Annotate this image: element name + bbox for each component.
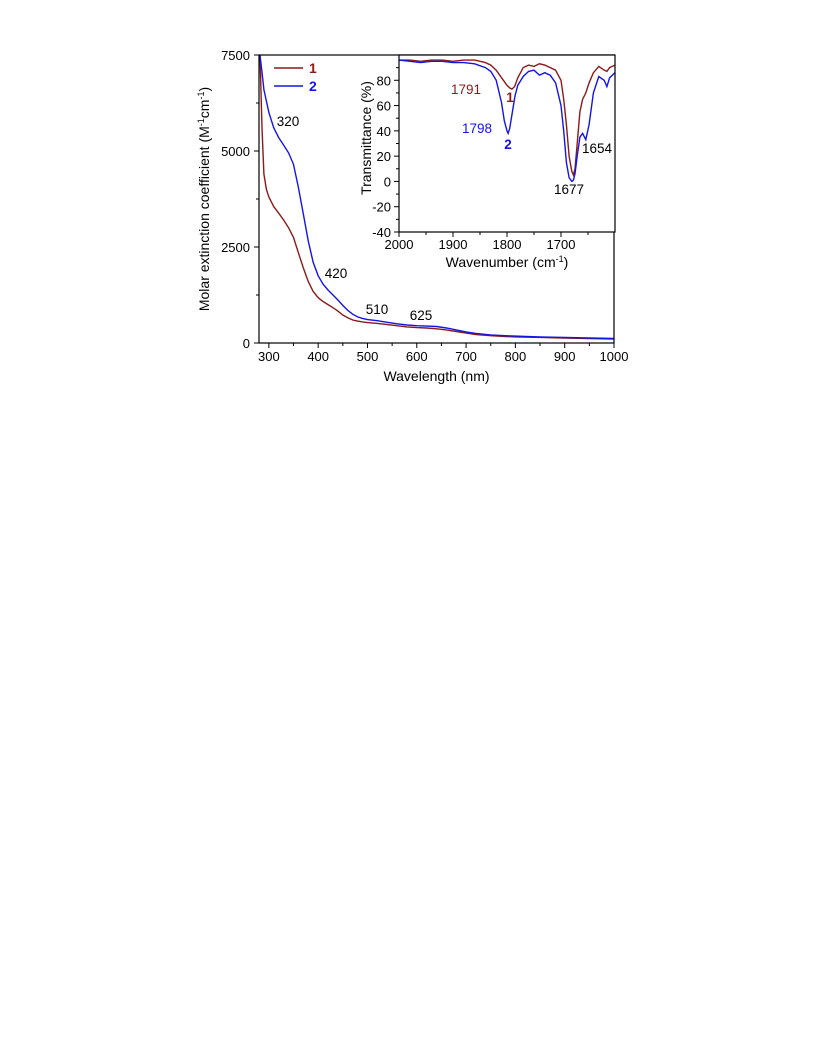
figure: 300 400 500 600 700 800 900 1000 0 2500 5000 7500 Wa… <box>0 0 816 400</box>
inset-x-axis-label: Wavenumber (cm-1) <box>446 254 569 270</box>
inset-y-tick-label: 60 <box>377 99 391 114</box>
inset-series-2-line <box>398 59 616 183</box>
main-peak-label: 625 <box>410 308 433 323</box>
inset-peak-label: 1654 <box>582 141 613 156</box>
inset-x-tick-label: 1800 <box>493 237 522 252</box>
inset-peak-label: 2 <box>504 137 512 152</box>
main-x-axis-label: Wavelength (nm) <box>383 368 489 384</box>
main-y-tick-label: 5000 <box>221 144 250 159</box>
main-peak-label: 510 <box>366 302 389 317</box>
main-series-2-line <box>259 54 615 340</box>
inset-y-axis-label: Transmittance (%) <box>358 81 374 195</box>
main-y-tick-label: 0 <box>243 336 250 351</box>
legend-label-1: 1 <box>309 60 317 76</box>
inset-x-tick-label: 1700 <box>547 237 576 252</box>
inset-y-tick-label: 0 <box>384 174 391 189</box>
inset-series-1-line <box>399 59 616 178</box>
main-series-1-line <box>259 54 615 340</box>
inset-peak-label: 1677 <box>554 182 584 197</box>
main-x-tick-label: 500 <box>357 349 379 364</box>
inset-peak-label: 1798 <box>462 121 492 136</box>
inset-y-tick-label: 40 <box>377 124 391 139</box>
main-peak-label: 420 <box>325 266 348 281</box>
main-y-tick-label: 7500 <box>221 48 250 63</box>
main-x-tick-label: 300 <box>258 349 280 364</box>
inset-peak-label: 1 <box>506 90 514 105</box>
main-x-tick-label: 400 <box>307 349 329 364</box>
main-x-tick-label: 600 <box>406 349 428 364</box>
main-x-tick-label: 900 <box>554 349 576 364</box>
main-x-tick-label: 1000 <box>600 349 629 364</box>
inset-x-tick-label: 2000 <box>385 237 414 252</box>
main-x-tick-label: 800 <box>505 349 527 364</box>
main-y-axis-label: Molar extinction coefficient (M-1cm-1) <box>196 87 212 311</box>
inset-x-tick-label: 1900 <box>439 237 468 252</box>
uv-vis-chart-with-ir-inset: 300 400 500 600 700 800 900 10000250050007500Wa… <box>196 48 629 384</box>
inset-y-tick-label: 80 <box>377 73 391 88</box>
main-peak-label: 320 <box>277 114 300 129</box>
main-x-tick-label: 700 <box>455 349 477 364</box>
legend-label-2: 2 <box>309 78 317 94</box>
inset-y-tick-label: -40 <box>372 225 391 240</box>
inset-peak-label: 1791 <box>451 82 481 97</box>
inset-y-tick-label: 20 <box>377 149 391 164</box>
main-y-tick-label: 2500 <box>221 240 250 255</box>
inset-y-tick-label: -20 <box>372 200 391 215</box>
